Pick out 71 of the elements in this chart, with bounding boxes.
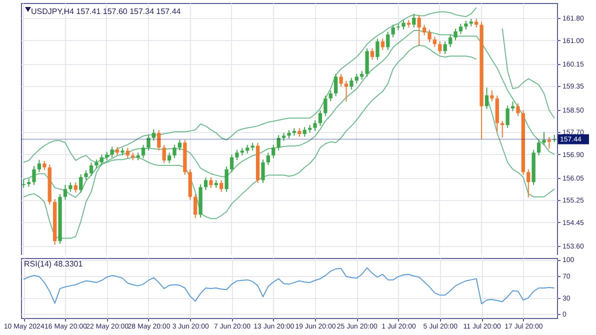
candlestick [100, 154, 104, 166]
candlestick [536, 139, 541, 156]
candlestick [324, 95, 328, 116]
candlestick [152, 128, 156, 142]
candlestick [402, 19, 406, 30]
candlestick [313, 120, 317, 132]
candlestick [328, 90, 332, 102]
candlestick [261, 159, 265, 184]
candlestick [344, 80, 348, 102]
chart-title: RSI(14) 48.3301 [24, 260, 84, 269]
candlestick [167, 152, 172, 164]
candlestick [547, 136, 552, 150]
candlestick [516, 102, 520, 116]
candlestick [110, 146, 114, 158]
candlestick [32, 165, 36, 186]
candlestick [484, 87, 489, 110]
candlestick [162, 144, 166, 164]
candlestick [235, 149, 239, 161]
candlestick [126, 147, 130, 159]
candlestick [37, 159, 42, 173]
candlestick [417, 14, 421, 46]
candlestick [194, 194, 198, 219]
candlestick [422, 24, 426, 36]
line-series [23, 267, 555, 304]
candlestick [220, 180, 224, 192]
candlestick [68, 182, 72, 192]
candlestick [334, 73, 338, 97]
candlestick [490, 90, 494, 102]
candlestick [209, 176, 213, 188]
candlestick [458, 23, 463, 35]
candlestick [380, 38, 384, 51]
candlestick [204, 176, 208, 190]
candlestick [157, 130, 161, 151]
candlestick [443, 40, 447, 54]
candlestick [376, 38, 380, 60]
candlestick [178, 139, 182, 151]
candlestick [506, 105, 510, 128]
candlestick [510, 100, 515, 112]
candlestick [365, 48, 369, 78]
candlestick [276, 134, 280, 151]
candlestick [391, 24, 395, 38]
candlestick [79, 174, 83, 194]
candlestick [172, 144, 176, 159]
candlestick [230, 154, 234, 173]
candlestick [224, 166, 228, 192]
candlestick [500, 120, 504, 138]
candlestick [370, 48, 374, 60]
candlestick [318, 110, 322, 126]
candlestick [74, 182, 78, 194]
candlestick [272, 144, 276, 159]
candlestick [89, 162, 94, 177]
candlestick [84, 170, 88, 180]
candlestick [339, 73, 343, 87]
candlestick [542, 132, 546, 146]
candlestick [302, 126, 306, 138]
candlestick [266, 152, 270, 166]
candlestick [526, 168, 530, 198]
candlestick [146, 134, 150, 151]
candlestick [448, 34, 452, 48]
candlestick [432, 36, 437, 48]
candlestick [412, 13, 416, 28]
candlestick [454, 28, 458, 41]
candlestick [350, 77, 354, 90]
candlestick [141, 144, 146, 159]
candlestick [63, 184, 68, 200]
candlestick [354, 73, 358, 84]
candlestick [42, 160, 46, 171]
candlestick [438, 40, 442, 54]
text: USDJPY,H4 157.41 157.60 157.34 157.44 [31, 7, 182, 16]
candlestick [428, 29, 432, 43]
candlestick [386, 31, 390, 51]
